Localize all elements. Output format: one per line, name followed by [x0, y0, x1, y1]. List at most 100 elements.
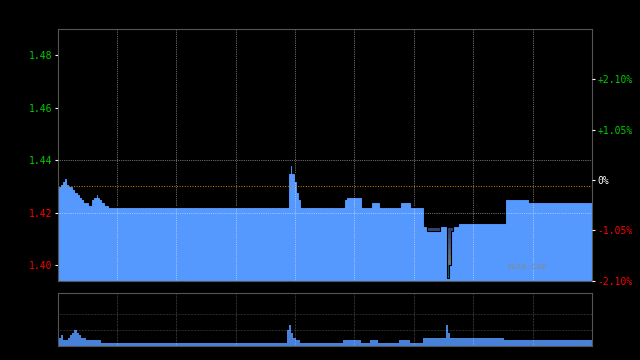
Bar — [421, 343, 423, 346]
Bar — [58, 244, 592, 249]
Bar — [327, 343, 329, 346]
Bar — [148, 343, 150, 346]
Bar — [387, 343, 390, 346]
Bar — [475, 338, 477, 346]
Bar — [269, 343, 271, 346]
Bar — [258, 343, 260, 346]
Bar — [202, 343, 204, 346]
Bar — [515, 341, 517, 346]
Bar — [251, 343, 253, 346]
Bar — [329, 343, 332, 346]
Bar — [267, 343, 269, 346]
Bar — [175, 343, 177, 346]
Bar — [188, 343, 191, 346]
Bar — [68, 338, 70, 346]
Bar — [184, 343, 186, 346]
Bar — [559, 341, 562, 346]
Bar — [354, 341, 356, 346]
Bar — [191, 343, 193, 346]
Bar — [495, 338, 497, 346]
Bar — [553, 341, 555, 346]
Bar — [528, 341, 531, 346]
Bar — [378, 343, 381, 346]
Bar — [412, 343, 414, 346]
Bar — [260, 343, 262, 346]
Bar — [72, 333, 74, 346]
Bar — [372, 341, 374, 346]
Bar — [131, 343, 132, 346]
Bar — [287, 330, 289, 346]
Bar — [240, 343, 242, 346]
Bar — [58, 265, 592, 275]
Bar — [276, 343, 278, 346]
Bar — [541, 341, 544, 346]
Bar — [282, 343, 285, 346]
Bar — [531, 341, 532, 346]
Bar — [410, 343, 412, 346]
Bar — [537, 341, 540, 346]
Bar — [101, 343, 104, 346]
Bar — [332, 343, 333, 346]
Bar — [497, 338, 499, 346]
Bar — [179, 343, 182, 346]
Bar — [573, 341, 575, 346]
Bar — [83, 338, 86, 346]
Bar — [369, 341, 372, 346]
Bar — [132, 343, 135, 346]
Bar — [157, 343, 159, 346]
Bar — [117, 343, 119, 346]
Bar — [262, 343, 264, 346]
Bar — [152, 343, 155, 346]
Bar — [58, 234, 592, 239]
Bar — [435, 338, 436, 346]
Bar — [506, 341, 508, 346]
Bar — [70, 335, 72, 346]
Bar — [342, 341, 345, 346]
Bar — [220, 343, 222, 346]
Bar — [517, 341, 519, 346]
Bar — [242, 343, 244, 346]
Bar — [253, 343, 255, 346]
Bar — [314, 343, 316, 346]
Bar — [557, 341, 559, 346]
Bar — [468, 338, 470, 346]
Bar — [182, 343, 184, 346]
Bar — [439, 338, 441, 346]
Bar — [550, 341, 553, 346]
Bar — [349, 341, 351, 346]
Bar — [79, 335, 81, 346]
Bar — [461, 338, 463, 346]
Bar — [488, 338, 490, 346]
Bar — [591, 341, 593, 346]
Bar — [255, 343, 258, 346]
Bar — [236, 343, 237, 346]
Bar — [340, 343, 342, 346]
Bar — [562, 341, 564, 346]
Bar — [324, 343, 327, 346]
Bar — [99, 341, 101, 346]
Bar — [95, 341, 97, 346]
Bar — [452, 338, 454, 346]
Bar — [499, 338, 502, 346]
Bar — [338, 343, 340, 346]
Bar — [586, 341, 589, 346]
Bar — [571, 341, 573, 346]
Bar — [195, 343, 197, 346]
Bar — [490, 338, 493, 346]
Bar — [215, 343, 218, 346]
Bar — [445, 325, 448, 346]
Bar — [441, 338, 444, 346]
Bar — [432, 338, 435, 346]
Bar — [77, 333, 79, 346]
Bar — [128, 343, 131, 346]
Bar — [546, 341, 548, 346]
Bar — [126, 343, 128, 346]
Bar — [303, 343, 305, 346]
Bar — [161, 343, 164, 346]
Bar — [244, 343, 246, 346]
Bar — [86, 341, 88, 346]
Bar — [168, 343, 170, 346]
Bar — [97, 341, 99, 346]
Bar — [502, 338, 504, 346]
Bar — [333, 343, 336, 346]
